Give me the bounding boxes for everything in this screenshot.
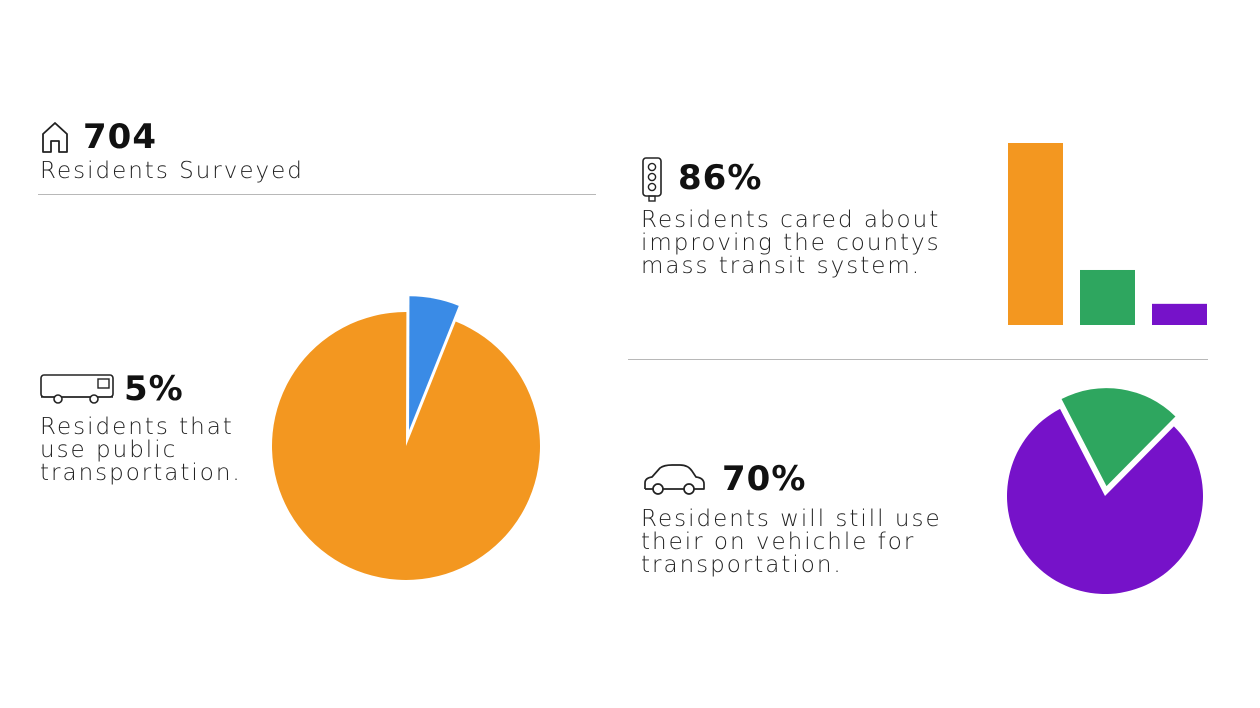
divider-left <box>38 194 596 195</box>
pie-slice <box>1007 408 1203 594</box>
pie-slice <box>272 312 540 580</box>
surveyed-value: 704 <box>83 117 157 157</box>
bus-icon <box>40 374 114 404</box>
transit-label: Residents cared about improving the coun… <box>641 207 941 279</box>
public-label: Residents that use public transportation… <box>40 414 242 486</box>
divider-right <box>628 359 1208 360</box>
bar <box>1080 269 1135 325</box>
public-transport-pie-chart <box>272 296 540 580</box>
bar <box>1152 303 1207 325</box>
transit-bar-chart <box>1008 143 1207 325</box>
pie-slice <box>1061 388 1176 487</box>
bar <box>1008 143 1063 325</box>
public-value: 5% <box>124 369 184 409</box>
car-icon <box>644 464 705 495</box>
surveyed-label: Residents Surveyed <box>40 158 304 184</box>
vehicle-label: Residents will still use their on vehich… <box>641 506 942 578</box>
transit-value: 86% <box>678 158 763 198</box>
vehicle-value: 70% <box>722 459 807 499</box>
traffic-light-icon <box>642 157 662 202</box>
vehicle-pie-chart <box>1007 388 1203 594</box>
house-icon <box>42 122 68 153</box>
pie-slice <box>409 296 459 431</box>
